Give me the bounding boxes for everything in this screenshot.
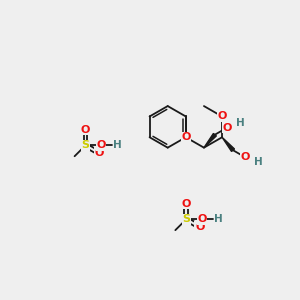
Text: H: H — [236, 118, 245, 128]
Text: H: H — [214, 214, 223, 224]
Text: O: O — [182, 199, 191, 209]
Text: H: H — [113, 140, 122, 150]
Text: O: O — [94, 148, 104, 158]
Text: H: H — [254, 157, 263, 167]
Text: O: O — [197, 214, 206, 224]
Polygon shape — [204, 134, 216, 148]
Text: S: S — [182, 214, 190, 224]
Text: O: O — [222, 123, 232, 133]
Text: O: O — [195, 222, 204, 232]
Polygon shape — [222, 137, 235, 152]
Text: O: O — [181, 132, 190, 142]
Text: S: S — [82, 140, 90, 150]
Text: O: O — [240, 152, 250, 162]
Text: O: O — [96, 140, 106, 150]
Text: O: O — [81, 125, 90, 135]
Text: O: O — [218, 112, 227, 122]
